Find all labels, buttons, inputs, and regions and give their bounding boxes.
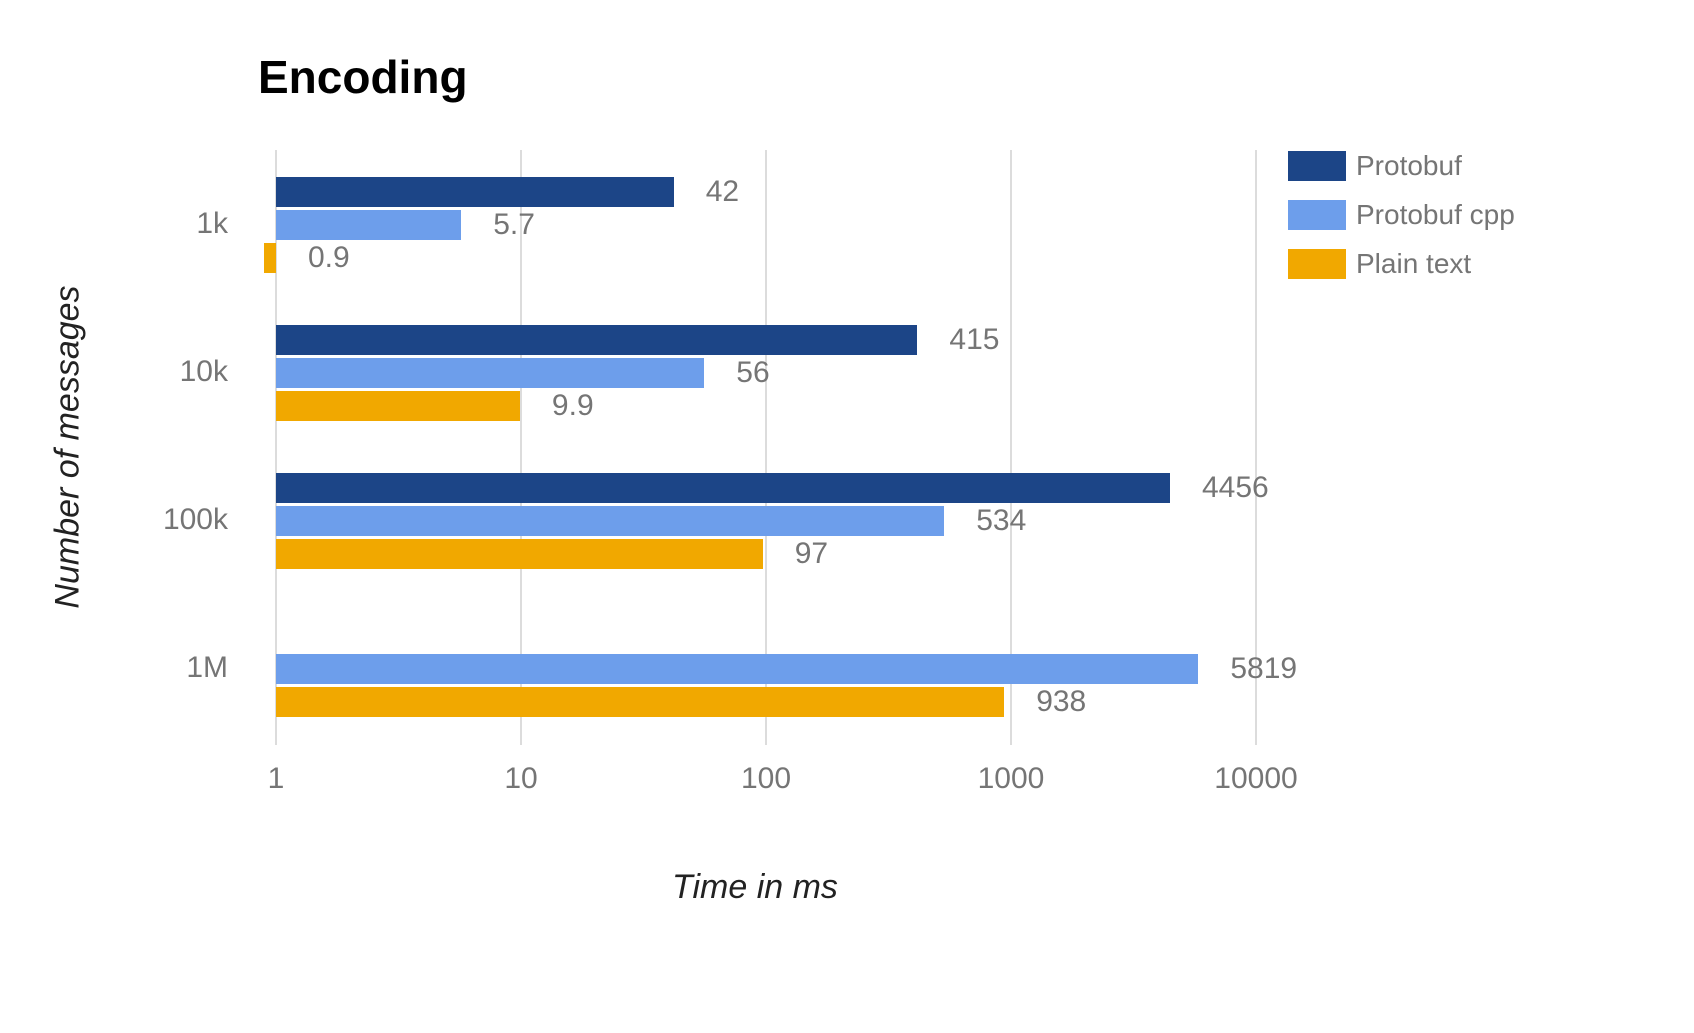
bar[interactable] bbox=[276, 506, 945, 536]
legend: Protobuf Protobuf cpp Plain text bbox=[1288, 150, 1515, 297]
data-label: 938 bbox=[1036, 685, 1087, 718]
data-label: 4456 bbox=[1201, 471, 1269, 504]
bar[interactable] bbox=[276, 177, 674, 207]
gridline bbox=[765, 150, 767, 745]
data-label: 97 bbox=[794, 537, 829, 570]
legend-item-protobuf[interactable]: Protobuf bbox=[1288, 150, 1515, 182]
data-label: 42 bbox=[705, 175, 740, 208]
legend-label: Protobuf bbox=[1356, 150, 1462, 181]
gridline bbox=[1255, 150, 1257, 745]
legend-item-plain-text[interactable]: Plain text bbox=[1288, 248, 1515, 280]
bar[interactable] bbox=[276, 473, 1170, 503]
chart-title: Encoding bbox=[258, 51, 468, 103]
y-category-label: 100k bbox=[162, 503, 228, 536]
data-label: 5819 bbox=[1230, 652, 1298, 685]
data-label: 415 bbox=[949, 323, 1000, 356]
x-tick-label: 10000 bbox=[1214, 762, 1298, 795]
bar[interactable] bbox=[276, 687, 1005, 717]
x-tick-label: 10 bbox=[504, 762, 538, 795]
y-category-label: 1k bbox=[196, 207, 228, 240]
bar[interactable] bbox=[264, 243, 276, 273]
gridline bbox=[520, 150, 522, 745]
legend-label: Plain text bbox=[1356, 248, 1472, 279]
legend-swatch bbox=[1288, 249, 1346, 279]
bar[interactable] bbox=[276, 391, 520, 421]
x-axis-label: Time in ms bbox=[672, 868, 838, 906]
y-category-label: 10k bbox=[179, 355, 228, 388]
gridline bbox=[275, 150, 277, 745]
bar[interactable] bbox=[276, 325, 918, 355]
legend-label: Protobuf cpp bbox=[1356, 199, 1515, 230]
data-label: 56 bbox=[736, 356, 770, 389]
bar[interactable] bbox=[276, 539, 763, 569]
x-tick-label: 100 bbox=[740, 762, 792, 795]
legend-swatch bbox=[1288, 200, 1346, 230]
bar[interactable] bbox=[276, 210, 462, 240]
x-tick-label: 1000 bbox=[977, 762, 1045, 795]
bar[interactable] bbox=[276, 358, 705, 388]
data-label: 9.9 bbox=[551, 389, 594, 422]
x-tick-label: 1 bbox=[267, 762, 285, 795]
legend-item-protobuf-cpp[interactable]: Protobuf cpp bbox=[1288, 199, 1515, 231]
data-label: 0.9 bbox=[308, 241, 350, 274]
legend-swatch bbox=[1288, 151, 1346, 181]
data-label: 5.7 bbox=[493, 208, 535, 241]
y-category-label: 1M bbox=[186, 651, 228, 684]
bar[interactable] bbox=[276, 654, 1199, 684]
gridline bbox=[1010, 150, 1012, 745]
data-label: 534 bbox=[976, 504, 1027, 537]
y-axis-label: Number of messages bbox=[48, 285, 87, 609]
